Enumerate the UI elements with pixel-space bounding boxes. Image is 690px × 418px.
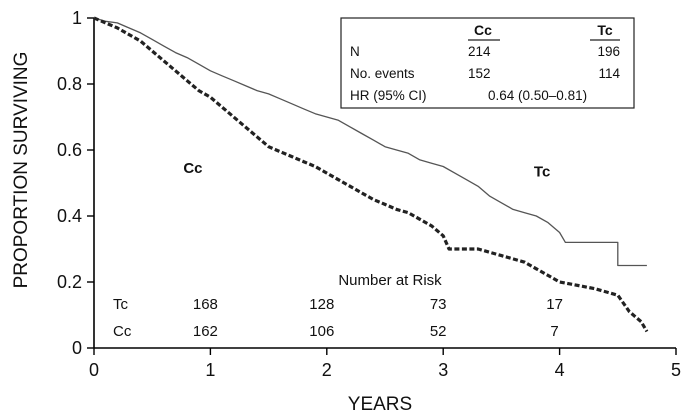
y-tick-label-0.6: 0.6 (57, 140, 82, 160)
risk-count-cc-4: 7 (550, 323, 558, 340)
y-axis-title: PROPORTION SURVIVING (11, 52, 32, 289)
risk-count-tc-4: 17 (546, 296, 563, 313)
y-tick-label-0.8: 0.8 (57, 74, 82, 94)
x-axis-title: YEARS (348, 394, 412, 415)
legend-row-n-label: N (350, 44, 360, 59)
risk-table-title: Number at Risk (338, 272, 442, 289)
risk-group-cc: Cc (113, 323, 132, 340)
legend-row-hr-value: 0.64 (0.50–0.81) (488, 88, 587, 103)
risk-count-tc-2: 128 (309, 296, 334, 313)
curve-tc (93, 17, 647, 267)
survival-curves (93, 16, 649, 333)
risk-table-rows: Tc 168 128 73 17 Cc 162 106 52 7 (113, 296, 563, 340)
curve-label-cc: Cc (183, 160, 202, 177)
risk-table: Number at Risk Tc 168 128 73 17 Cc 162 106 52 7 (113, 272, 563, 340)
legend-row-n-cc: 214 (468, 44, 491, 59)
x-tick-label-0: 0 (89, 360, 99, 380)
legend-row-events-label: No. events (350, 66, 415, 81)
y-tick-label-1: 1 (72, 8, 82, 28)
legend-box (340, 17, 635, 109)
y-tick-label-0.2: 0.2 (57, 272, 82, 292)
x-tick-label-3: 3 (438, 360, 448, 380)
legend-head-tc: Tc (597, 22, 613, 38)
risk-count-cc-2: 106 (309, 323, 334, 340)
curve-labels: Cc Tc (183, 160, 550, 180)
x-tick-label-2: 2 (322, 360, 332, 380)
legend-row-events-cc: 152 (468, 66, 491, 81)
risk-count-cc-1: 162 (193, 323, 218, 340)
y-tick-label-0.4: 0.4 (57, 206, 82, 226)
legend-head-cc: Cc (474, 22, 492, 38)
axis-ticks: 0 1 2 3 4 5 0 0.2 0.4 0.6 0.8 1 (57, 8, 681, 380)
curve-label-tc: Tc (534, 163, 550, 180)
risk-count-cc-3: 52 (430, 323, 447, 340)
legend-row-events-tc: 114 (598, 66, 620, 81)
risk-group-tc: Tc (113, 296, 129, 313)
x-tick-label-5: 5 (671, 360, 681, 380)
legend-table: Cc Tc N 214 196 No. events 152 114 HR (9… (340, 17, 635, 109)
risk-count-tc-1: 168 (193, 296, 218, 313)
legend-row-hr-label: HR (95% CI) (350, 88, 427, 103)
curve-cc (93, 16, 649, 333)
x-tick-label-1: 1 (205, 360, 215, 380)
y-tick-label-0: 0 (72, 338, 82, 358)
risk-count-tc-3: 73 (430, 296, 447, 313)
legend-row-n-tc: 196 (597, 44, 620, 59)
x-tick-label-4: 4 (555, 360, 565, 380)
